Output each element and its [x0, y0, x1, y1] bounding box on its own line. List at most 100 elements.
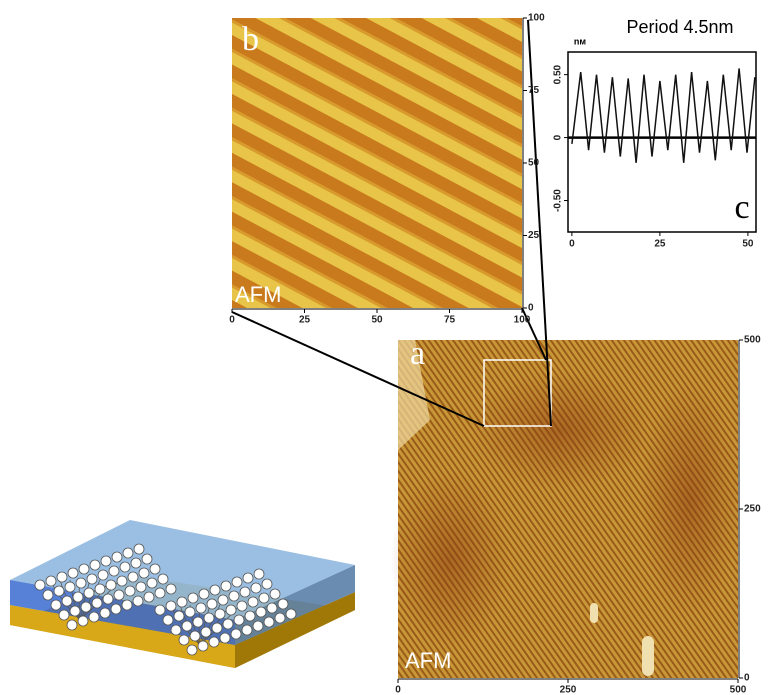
molecule — [166, 601, 176, 611]
x-tick-label: 25 — [299, 315, 311, 326]
afm-label: AFM — [405, 648, 451, 673]
y-tick-label: -0.50 — [553, 189, 564, 212]
molecule — [275, 613, 285, 623]
molecule — [155, 588, 165, 598]
panel-title: Period 4.5nm — [626, 17, 733, 37]
molecule — [174, 611, 184, 621]
panel-letter: a — [410, 335, 425, 372]
molecule — [111, 604, 121, 614]
molecule — [106, 580, 116, 590]
y-tick-label: 0 — [744, 673, 750, 684]
molecule — [117, 576, 127, 586]
molecule — [193, 617, 203, 627]
molecule — [54, 586, 64, 596]
molecule — [123, 548, 133, 558]
molecule — [67, 620, 77, 630]
molecule — [109, 566, 119, 576]
schematic — [10, 520, 355, 668]
molecule — [190, 631, 200, 641]
molecule — [133, 596, 143, 606]
molecule — [248, 597, 258, 607]
molecule — [155, 605, 165, 615]
molecule — [209, 637, 219, 647]
molecule — [242, 625, 252, 635]
molecule — [142, 554, 152, 564]
x-tick-label: 250 — [560, 685, 577, 695]
y-tick-label: 25 — [528, 230, 540, 241]
molecule — [103, 594, 113, 604]
y-tick-label: 0 — [528, 303, 534, 314]
molecule — [131, 558, 141, 568]
y-tick-label: 250 — [744, 504, 761, 515]
y-tick-label: 500 — [744, 335, 761, 346]
molecule — [259, 593, 269, 603]
molecule — [70, 606, 80, 616]
molecule — [207, 599, 217, 609]
molecule — [98, 570, 108, 580]
molecule — [232, 577, 242, 587]
molecule — [122, 600, 132, 610]
molecule — [62, 596, 72, 606]
molecule — [245, 611, 255, 621]
molecule — [201, 627, 211, 637]
molecule — [218, 595, 228, 605]
molecule — [134, 544, 144, 554]
molecule — [229, 591, 239, 601]
molecule — [84, 588, 94, 598]
molecule — [237, 601, 247, 611]
molecule — [253, 621, 263, 631]
molecule — [150, 564, 160, 574]
molecule — [278, 599, 288, 609]
molecule — [210, 585, 220, 595]
molecule — [204, 613, 214, 623]
molecule — [262, 579, 272, 589]
panel-letter: b — [242, 21, 259, 58]
x-tick-label: 0 — [569, 239, 575, 250]
panel-letter: c — [734, 189, 749, 226]
molecule — [95, 584, 105, 594]
molecule — [114, 590, 124, 600]
molecule — [215, 609, 225, 619]
molecule — [182, 621, 192, 631]
y-tick-label: 75 — [528, 85, 540, 96]
molecule — [35, 580, 45, 590]
molecule — [136, 582, 146, 592]
molecule — [264, 617, 274, 627]
molecule — [212, 623, 222, 633]
molecule — [158, 574, 168, 584]
x-tick-label: 50 — [371, 315, 383, 326]
molecule — [166, 584, 176, 594]
molecule — [231, 629, 241, 639]
figure: b AFM a AFM Period 4.5nm nм c 0255075100… — [0, 0, 768, 695]
x-tick-label: 0 — [395, 685, 401, 695]
molecule — [144, 592, 154, 602]
molecule — [59, 610, 69, 620]
molecule — [100, 608, 110, 618]
molecule — [120, 562, 130, 572]
molecule — [163, 615, 173, 625]
molecule — [240, 587, 250, 597]
molecule — [270, 589, 280, 599]
molecule — [243, 573, 253, 583]
molecule — [89, 612, 99, 622]
molecule — [73, 592, 83, 602]
y-tick-label: 0 — [553, 134, 564, 140]
molecule — [177, 597, 187, 607]
molecule — [92, 598, 102, 608]
molecule — [43, 590, 53, 600]
molecule — [267, 603, 277, 613]
molecule — [128, 572, 138, 582]
molecule — [179, 635, 189, 645]
molecule — [220, 633, 230, 643]
molecule — [226, 605, 236, 615]
molecule — [185, 607, 195, 617]
molecule — [196, 603, 206, 613]
molecule — [147, 578, 157, 588]
molecule — [65, 582, 75, 592]
molecule — [101, 556, 111, 566]
molecule — [188, 593, 198, 603]
x-tick-label: 25 — [654, 239, 666, 250]
molecule — [199, 589, 209, 599]
molecule — [46, 576, 56, 586]
molecule — [256, 607, 266, 617]
